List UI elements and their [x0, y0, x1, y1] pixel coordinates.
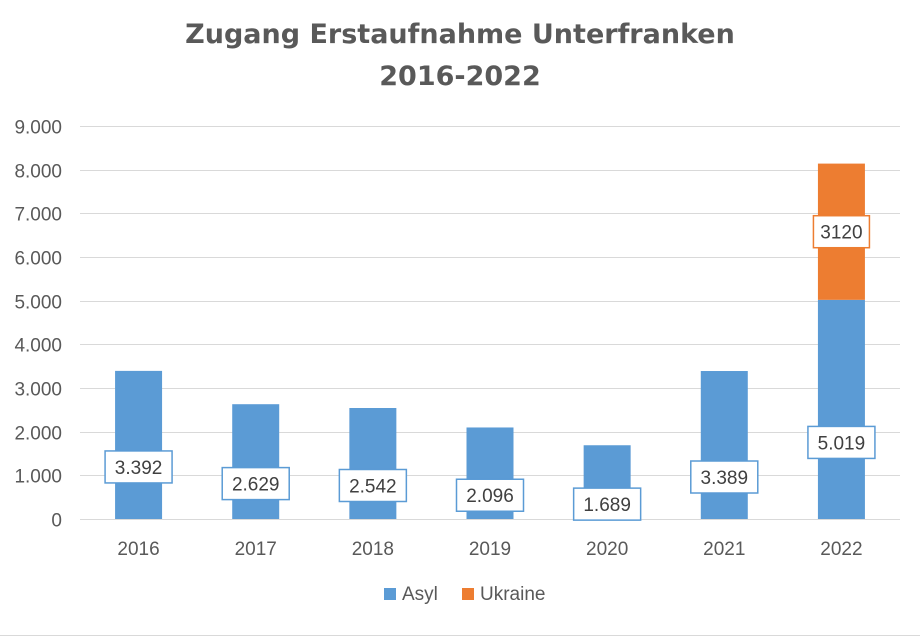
legend-label-ukraine: Ukraine — [480, 584, 545, 605]
data-label-ukraine-2022: 3120 — [820, 223, 862, 244]
chart-subtitle: 2016-2022 — [379, 61, 541, 92]
data-label-asyl-2016: 3.392 — [115, 458, 163, 479]
y-tick-label-5: 5.000 — [14, 293, 62, 314]
x-tick-label-2017: 2017 — [235, 539, 277, 560]
data-label-box-asyl-2017 — [221, 466, 290, 501]
bar-asyl-2017 — [232, 404, 280, 519]
legend-swatch-ukraine — [462, 588, 474, 600]
data-label-asyl-2022: 5.019 — [818, 433, 866, 454]
x-tick-label-2020: 2020 — [586, 539, 628, 560]
y-tick-label-3: 3.000 — [14, 380, 62, 401]
x-tick-label-2019: 2019 — [469, 539, 511, 560]
bar-asyl-2018 — [349, 407, 397, 519]
y-tick-label-8: 8.000 — [14, 162, 62, 183]
y-tick-label-1: 1.000 — [14, 467, 62, 488]
data-label-box-asyl-2019 — [455, 478, 525, 512]
legend-swatch-asyl — [384, 588, 396, 600]
x-tick-label-2016: 2016 — [117, 539, 159, 560]
y-tick-label-9: 9.000 — [14, 118, 62, 139]
x-tick-label-2021: 2021 — [703, 539, 745, 560]
data-label-asyl-2017: 2.629 — [232, 475, 280, 496]
y-tick-label-7: 7.000 — [14, 205, 62, 226]
data-label-box-ukraine-2022 — [812, 214, 871, 249]
bar-asyl-2022 — [817, 299, 865, 519]
y-tick-label-6: 6.000 — [14, 249, 62, 270]
legend-label-asyl: Asyl — [402, 584, 438, 605]
y-tick-label-4: 4.000 — [14, 336, 62, 357]
data-label-asyl-2018: 2.542 — [349, 476, 397, 497]
data-label-asyl-2021: 3.389 — [701, 468, 749, 489]
data-label-box-asyl-2022 — [807, 425, 876, 460]
x-tick-label-2022: 2022 — [820, 539, 862, 560]
data-label-box-asyl-2018 — [338, 468, 408, 503]
data-label-box-asyl-2016 — [104, 450, 173, 484]
bar-asyl-2016 — [115, 370, 163, 519]
chart-title-block: Zugang Erstaufnahme Unterfranken 2016-20… — [0, 14, 920, 98]
chart-title: Zugang Erstaufnahme Unterfranken — [185, 19, 735, 50]
x-tick-label-2018: 2018 — [352, 539, 394, 560]
y-tick-label-0: 0 — [51, 511, 62, 532]
bar-asyl-2021 — [700, 371, 748, 519]
data-label-box-asyl-2020 — [572, 487, 642, 521]
data-label-asyl-2020: 1.689 — [583, 495, 631, 516]
y-tick-label-2: 2.000 — [14, 424, 62, 445]
data-label-box-asyl-2021 — [690, 460, 759, 494]
data-label-asyl-2019: 2.096 — [466, 486, 514, 507]
